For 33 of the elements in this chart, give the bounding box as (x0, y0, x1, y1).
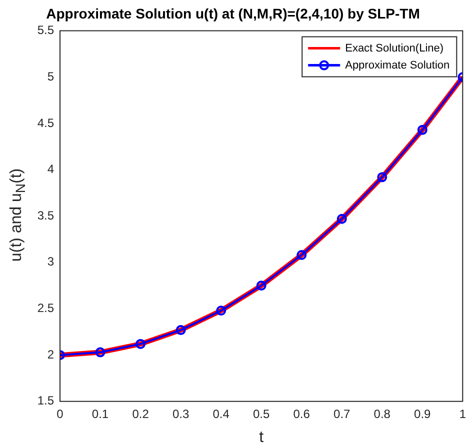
point (296, 250, 307, 260)
y-tick-label: 1.5 (37, 394, 54, 408)
point (216, 306, 226, 316)
x-tick-label: 0.3 (172, 406, 190, 421)
y-tick-label: 4.5 (37, 116, 54, 130)
y-tick-label: 3 (47, 254, 54, 269)
x-axis-title: t (259, 428, 264, 446)
point (176, 325, 186, 336)
y-tick-label: 3.5 (37, 208, 54, 222)
y-tick-label: 2.5 (37, 301, 54, 316)
x-tick-label: 0.9 (414, 406, 432, 421)
point (136, 338, 146, 349)
x-tick-label: 0.1 (92, 406, 109, 421)
point (256, 280, 266, 291)
x-tick-label: 1 (459, 406, 466, 421)
point (377, 172, 388, 182)
x-tick-label: 0.4 (212, 406, 230, 421)
legend-label: Exact Solution(Line) (345, 42, 444, 54)
point (95, 347, 106, 358)
point (336, 214, 347, 224)
y-tick-label: 5 (47, 69, 54, 84)
x-tick-label: 0 (56, 406, 64, 421)
x-tick-label: 0.2 (132, 406, 150, 421)
x-tick-label: 0.7 (334, 406, 351, 421)
legend-label: Approximate Solution (345, 59, 450, 72)
x-tick-label: 0.8 (374, 406, 391, 421)
y-tick-label: 5.5 (37, 23, 54, 38)
x-tick-label: 0.6 (293, 406, 310, 421)
chart-title: Approximate Solution u(t) at (N,M,R)=(2,4,10) by SLP-TM (46, 5, 420, 22)
point (417, 124, 428, 135)
y-tick-label: 4 (47, 162, 54, 176)
x-tick-label: 0.5 (252, 406, 270, 421)
y-tick-label: 2 (47, 347, 54, 362)
